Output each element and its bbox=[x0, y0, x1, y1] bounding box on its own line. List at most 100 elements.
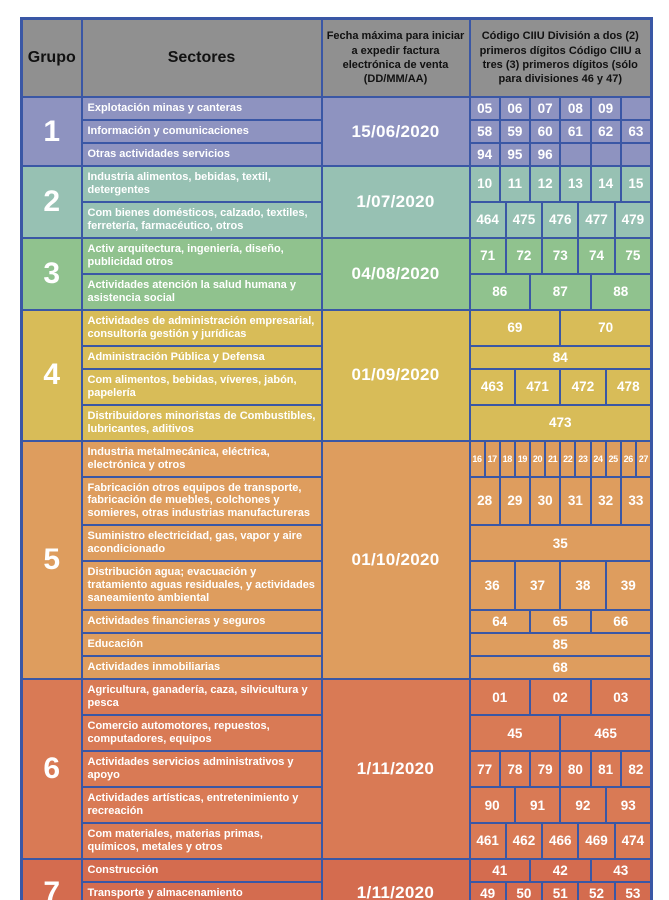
sector-label: Suministro electricidad, gas, vapor y ai… bbox=[87, 530, 303, 556]
header-fecha: Fecha máxima para iniciar a expedir fact… bbox=[320, 17, 471, 98]
date-cell: 01/10/2020 bbox=[320, 439, 471, 681]
date-cell: 04/08/2020 bbox=[320, 236, 471, 311]
sector-label: Com alimentos, bebidas, víveres, jabón, … bbox=[87, 373, 297, 399]
codes-cell: 71 72 73 74 75 bbox=[468, 236, 653, 275]
codes-cell: 86 87 88 bbox=[468, 272, 653, 311]
codes-cell: 463 471 472 478 bbox=[468, 367, 653, 406]
sector-cell: Transporte y almacenamiento bbox=[80, 880, 323, 900]
code-cell: 93 bbox=[620, 797, 636, 813]
code-cell: 86 bbox=[471, 274, 531, 309]
codes-grid: 69 70 bbox=[471, 310, 651, 345]
group-number: 1 bbox=[20, 96, 83, 167]
table-row: Com materiales, materias primas, químico… bbox=[22, 822, 653, 860]
code-cell: 471 bbox=[516, 369, 562, 404]
sector-label: Actividades inmobiliarias bbox=[87, 661, 221, 674]
sector-label: Otras actividades servicios bbox=[87, 148, 230, 160]
code-cell: 18 bbox=[501, 441, 516, 476]
codes-cell: 94 95 96 bbox=[468, 142, 653, 167]
codes-cell: 36 37 38 39 bbox=[468, 560, 653, 612]
codes-cell: 49 50 51 52 53 bbox=[468, 880, 653, 900]
code-cell: 465 bbox=[594, 725, 617, 741]
table-row: 7 Construcción 1/11/2020 41 42 43 bbox=[20, 857, 653, 900]
codes-cell: 16 17 18 19 20 21 22 23 24 25 26 27 bbox=[468, 439, 653, 478]
table-row: Actividades artísticas, entretenimiento … bbox=[22, 786, 653, 824]
code-cell: 51 bbox=[543, 882, 580, 900]
sector-label: Actividades servicios administrativos y … bbox=[87, 756, 294, 782]
code-cell: 13 bbox=[561, 167, 592, 201]
sector-label: Actividades de administración empresaria… bbox=[87, 314, 315, 340]
table-row: 3 Activ arquitectura, ingeniería, diseño,… bbox=[20, 236, 653, 311]
sector-label: Actividades atención la salud humana y a… bbox=[87, 278, 296, 304]
codes-grid: 464 475 476 477 479 bbox=[471, 202, 651, 237]
code-cell: 02 bbox=[531, 680, 592, 715]
codes-cell: 84 bbox=[468, 344, 653, 370]
table-row: Com alimentos, bebidas, víveres, jabón, … bbox=[22, 367, 653, 406]
code-cell: 21 bbox=[546, 441, 562, 476]
group-number: 2 bbox=[20, 165, 83, 239]
sector-label: Comercio automotores, repuestos, computa… bbox=[87, 720, 270, 746]
code-cell: 31 bbox=[561, 477, 592, 525]
code-cell: 11 bbox=[501, 167, 531, 201]
sector-label: Explotación minas y canteras bbox=[87, 102, 243, 114]
code-cell: 23 bbox=[576, 441, 592, 476]
date-cell: 1/07/2020 bbox=[320, 165, 471, 239]
code-cell: 79 bbox=[531, 752, 562, 787]
group-number: 6 bbox=[20, 678, 83, 860]
code-cell: 41 bbox=[471, 859, 531, 881]
sector-label: Agricultura, ganadería, caza, silvicultu… bbox=[87, 684, 308, 710]
code-cell: 27 bbox=[638, 453, 649, 464]
code-cell: 36 bbox=[471, 562, 516, 610]
code-cell: 68 bbox=[552, 660, 568, 676]
sector-cell: Actividades de administración empresaria… bbox=[80, 308, 323, 347]
code-cell: 92 bbox=[561, 788, 607, 822]
code-cell: 07 bbox=[531, 98, 562, 119]
codes-grid: 463 471 472 478 bbox=[471, 369, 651, 404]
code-cell: 82 bbox=[628, 761, 644, 777]
table-header: Grupo Sectores Fecha máxima para iniciar… bbox=[20, 17, 653, 98]
code-cell: 90 bbox=[471, 788, 516, 822]
code-cell: 24 bbox=[592, 441, 607, 476]
code-cell: 473 bbox=[548, 415, 572, 431]
code-cell: 72 bbox=[507, 238, 544, 273]
code-cell: 15 bbox=[628, 176, 644, 192]
code-cell: 475 bbox=[507, 202, 544, 237]
header-grupo: Grupo bbox=[20, 17, 83, 98]
sector-cell: Actividades artísticas, entretenimiento … bbox=[80, 786, 323, 824]
code-cell: 469 bbox=[579, 824, 616, 858]
code-cell: 63 bbox=[628, 124, 644, 139]
code-cell: 01 bbox=[471, 680, 531, 715]
sector-cell: Construcción bbox=[80, 857, 323, 883]
codes-grid: 473 bbox=[471, 406, 651, 440]
sector-cell: Explotación minas y canteras bbox=[80, 96, 323, 121]
code-cell: 03 bbox=[613, 689, 629, 705]
codes-grid: 68 bbox=[471, 657, 651, 678]
code-cell: 28 bbox=[471, 477, 501, 525]
table-row: 4 Actividades de administración empresari… bbox=[20, 308, 653, 442]
codes-grid: 01 02 03 bbox=[471, 680, 651, 715]
codes-grid: 58 59 60 61 62 63 bbox=[471, 121, 651, 142]
code-cell: 65 bbox=[531, 611, 592, 633]
codes-cell: 85 bbox=[468, 632, 653, 658]
group-number: 5 bbox=[20, 439, 83, 681]
code-cell: 64 bbox=[471, 611, 531, 633]
code-cell: 88 bbox=[613, 284, 629, 300]
code-cell: 60 bbox=[531, 121, 562, 142]
codes-cell: 68 bbox=[468, 655, 653, 681]
codes-grid: 49 50 51 52 53 bbox=[471, 882, 651, 900]
sector-cell: Agricultura, ganadería, caza, silvicultu… bbox=[80, 678, 323, 717]
sector-cell: Distribuidores minoristas de Combustible… bbox=[80, 403, 323, 442]
codes-cell: 90 91 92 93 bbox=[468, 786, 653, 824]
codes-cell: 28 29 30 31 32 33 bbox=[468, 475, 653, 527]
codes-grid: 86 87 88 bbox=[471, 274, 651, 309]
codes-cell: 10 11 12 13 14 15 bbox=[468, 165, 653, 203]
codes-grid: 461 462 466 469 474 bbox=[471, 824, 651, 858]
code-cell: 14 bbox=[592, 167, 622, 201]
code-cell: 39 bbox=[620, 578, 636, 594]
code-cell: 70 bbox=[598, 320, 614, 336]
code-cell: 30 bbox=[531, 477, 562, 525]
code-cell: 26 bbox=[622, 441, 637, 476]
code-cell: 463 bbox=[471, 369, 516, 404]
sector-cell: Actividades atención la salud humana y a… bbox=[80, 272, 323, 311]
code-cell: 17 bbox=[486, 441, 501, 476]
